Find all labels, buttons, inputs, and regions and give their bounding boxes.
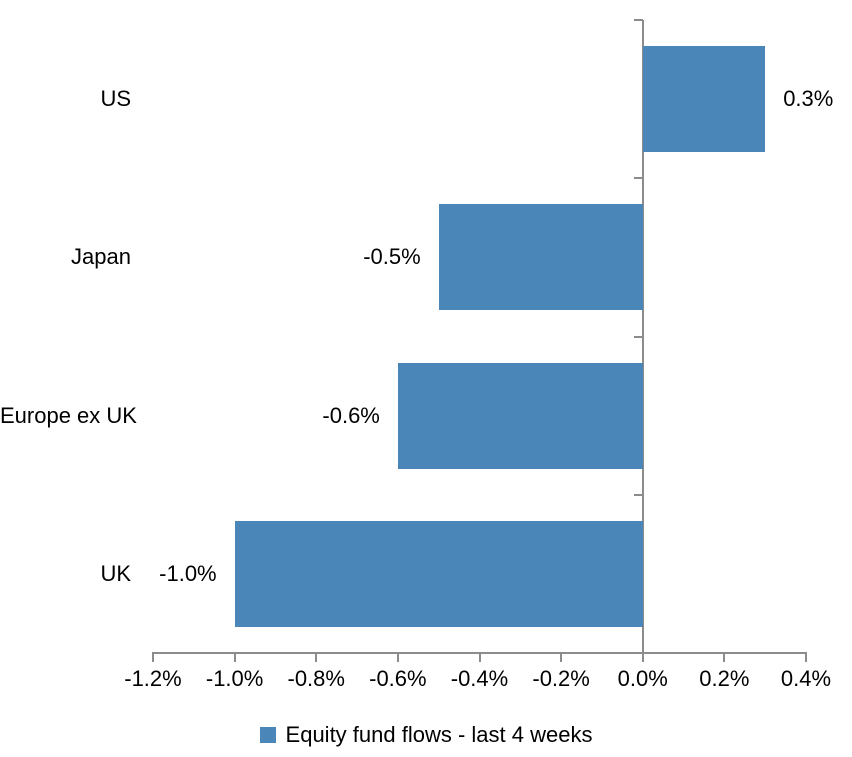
data-label: -0.5% (363, 244, 421, 270)
x-axis-tick-label: 0.4% (780, 666, 832, 691)
x-axis-tick (641, 654, 644, 662)
x-axis-tick (315, 654, 318, 662)
x-axis-tick (560, 654, 563, 662)
x-axis-tick (396, 654, 399, 662)
category-tick (633, 19, 643, 21)
bar-uk (234, 520, 643, 627)
data-label: -0.6% (322, 402, 380, 428)
y-axis-zero-line (641, 20, 644, 653)
x-axis-tick (478, 654, 481, 662)
category-tick (633, 335, 643, 338)
x-axis-tick-label: -1.2% (124, 666, 182, 691)
x-axis-tick (152, 654, 154, 662)
x-axis-tick-label: -0.4% (450, 666, 509, 691)
x-axis-tick (805, 654, 807, 662)
legend-label: Equity fund flows - last 4 weeks (285, 722, 593, 747)
data-label: -1.0% (159, 560, 217, 586)
category-label: UK (100, 560, 131, 586)
category-label: Europe ex UK (0, 402, 137, 428)
x-axis-tick (233, 654, 236, 662)
data-label: 0.3% (783, 86, 834, 112)
x-axis-line (152, 652, 807, 654)
x-axis-tick-label: 0.2% (699, 666, 750, 691)
category-tick (633, 652, 643, 654)
x-axis-tick-label: -0.6% (369, 666, 427, 691)
bar-europe-ex-uk (397, 362, 643, 469)
x-axis-tick-label: 0.0% (617, 666, 668, 691)
bar-japan (438, 204, 643, 311)
legend: Equity fund flows - last 4 weeks (0, 719, 852, 751)
category-label: Japan (71, 244, 131, 270)
category-tick (633, 177, 643, 180)
x-axis-tick-label: -0.2% (532, 666, 590, 691)
category-tick (633, 493, 643, 496)
category-label: US (100, 86, 131, 112)
x-axis-tick (723, 654, 726, 662)
x-axis-tick-label: -0.8% (287, 666, 345, 691)
legend-marker-icon (259, 727, 276, 743)
bar-us (642, 46, 766, 153)
x-axis-tick-label: -1.0% (205, 666, 264, 691)
